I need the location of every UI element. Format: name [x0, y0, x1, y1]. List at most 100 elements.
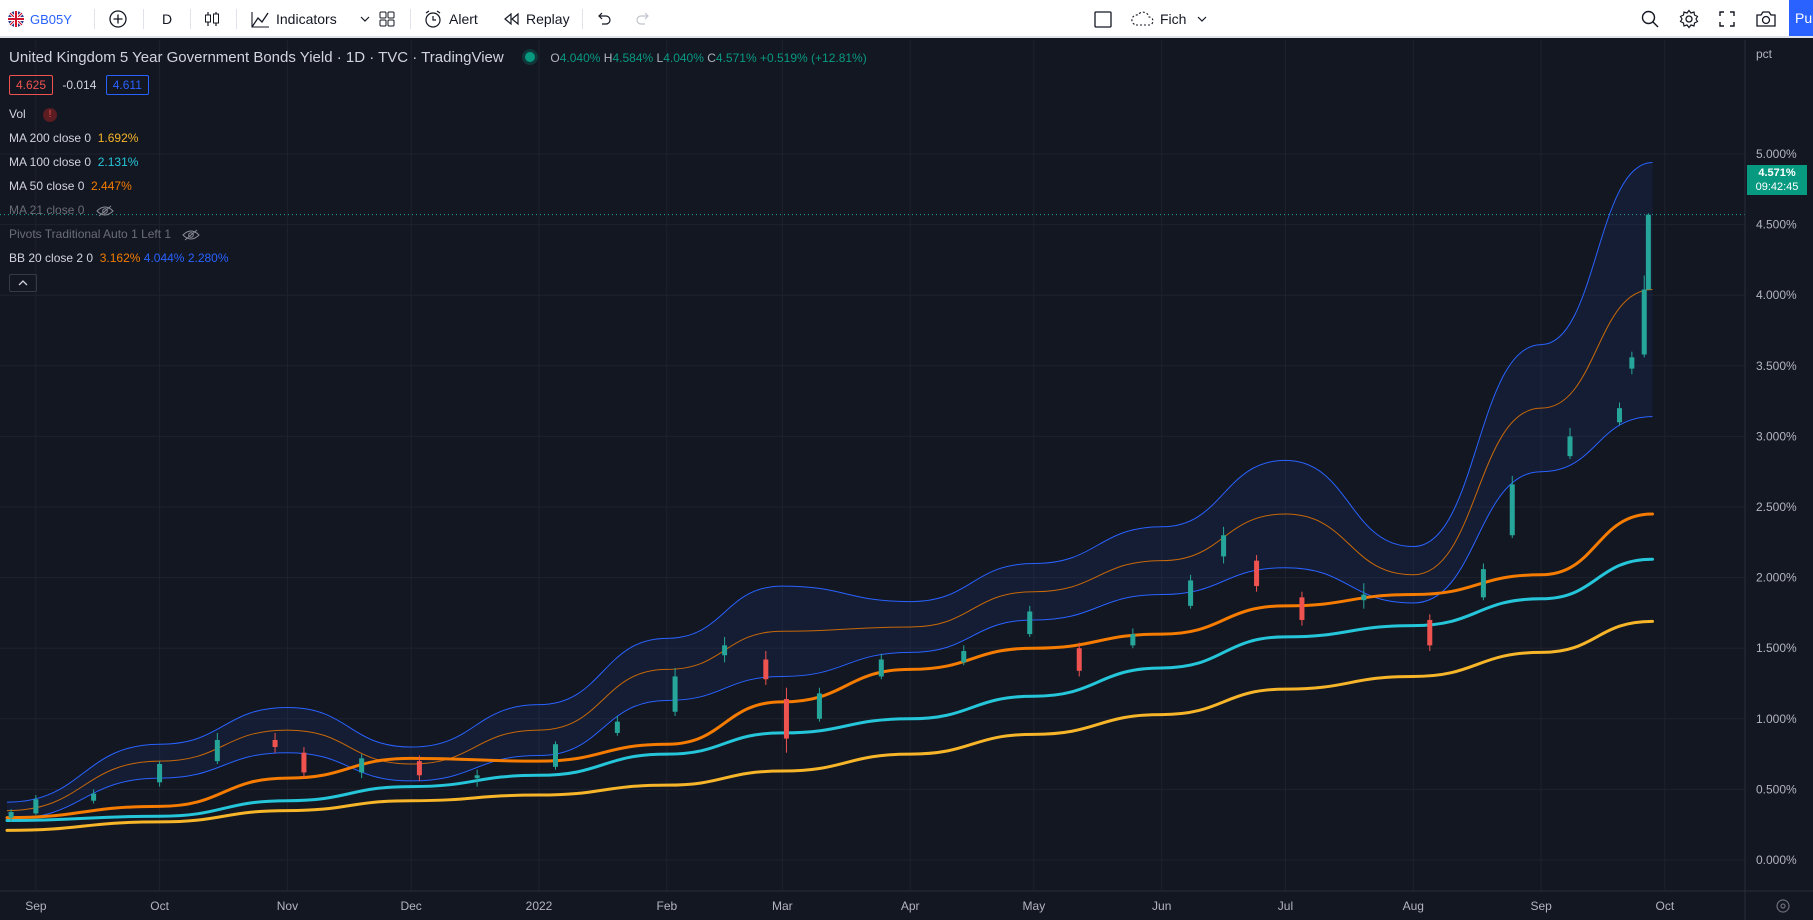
indicator-bb[interactable]: BB 20 close 2 0 3.162% 4.044% 2.280%	[9, 251, 229, 265]
price-tick-label: 5.000%	[1756, 147, 1797, 161]
undo-button[interactable]	[595, 0, 613, 38]
square-layout-icon	[1094, 11, 1112, 28]
settings-button[interactable]	[1679, 0, 1699, 38]
candle	[91, 789, 97, 804]
candle-body	[672, 676, 678, 712]
price-tick-label: 0.500%	[1756, 782, 1797, 796]
redo-icon	[636, 12, 649, 25]
candle-body	[1427, 619, 1433, 646]
time-tick-label: Aug	[1403, 899, 1424, 913]
candle-body	[157, 763, 163, 783]
bar-countdown: 09:42:45	[1755, 181, 1799, 193]
candle	[1130, 628, 1136, 649]
fullscreen-button[interactable]	[1717, 0, 1737, 38]
indicators-button[interactable]: Indicators	[250, 0, 371, 38]
candle	[1645, 213, 1651, 290]
candle	[783, 687, 789, 753]
undo-icon	[598, 12, 611, 25]
candle	[33, 795, 39, 815]
snapshot-button[interactable]	[1755, 0, 1777, 38]
save-layout-button[interactable]: Fich	[1130, 0, 1208, 38]
bollinger-band-fill	[7, 162, 1653, 820]
camera-icon	[1756, 11, 1776, 27]
candle	[878, 653, 884, 680]
search-icon	[1641, 10, 1659, 28]
candle	[1361, 583, 1367, 609]
candle-body	[961, 651, 967, 663]
axis-settings-icon	[1776, 899, 1790, 913]
candle-body	[878, 659, 884, 677]
candle-body	[1254, 560, 1260, 587]
publish-button[interactable]: Pu	[1789, 0, 1813, 36]
layout-select-button[interactable]	[1093, 0, 1113, 38]
symbol-search-button[interactable]: GB05Y	[8, 0, 72, 38]
indicator-ma100[interactable]: MA 100 close 0 2.131%	[9, 155, 139, 169]
chart-title[interactable]: United Kingdom 5 Year Government Bonds Y…	[9, 49, 504, 66]
time-tick-label: Jul	[1278, 899, 1293, 913]
chart-legend: United Kingdom 5 Year Government Bonds Y…	[9, 49, 867, 66]
time-tick-label: Sep	[1530, 899, 1552, 913]
price-tick-label: 1.500%	[1756, 641, 1797, 655]
candle-body	[1645, 214, 1651, 290]
candle-body	[614, 721, 620, 733]
templates-button[interactable]	[377, 0, 397, 38]
eye-hidden-icon[interactable]	[96, 205, 114, 217]
candle-body	[1188, 580, 1194, 606]
candle	[552, 741, 558, 770]
candle	[1254, 555, 1260, 592]
alert-button[interactable]: Alert	[423, 0, 478, 38]
candle-body	[1616, 408, 1622, 423]
eye-hidden-icon[interactable]	[182, 229, 201, 241]
collapse-legend-button[interactable]	[9, 274, 37, 292]
buy-button[interactable]: 4.611	[105, 75, 149, 95]
candle	[301, 747, 307, 779]
indicator-vol[interactable]: Vol !	[9, 107, 58, 122]
candle-body	[1629, 357, 1635, 369]
candle-body	[1509, 484, 1515, 536]
redo-button[interactable]	[634, 0, 652, 38]
indicator-ma21[interactable]: MA 21 close 0	[9, 203, 114, 217]
candle	[1629, 351, 1635, 375]
fullscreen-icon	[1719, 11, 1735, 27]
candle-body	[763, 659, 769, 680]
sell-button[interactable]: 4.625	[9, 75, 54, 95]
top-toolbar: GB05Y D Indicators Alert Replay Fich	[0, 0, 1813, 38]
search-button[interactable]	[1640, 0, 1660, 38]
interval-button[interactable]: D	[162, 0, 172, 38]
time-tick-label: May	[1023, 899, 1046, 913]
price-chart[interactable]: pct 5.000% 4.500% 4.000% 3.500% 3.000% 2.500% 2…	[0, 40, 1813, 920]
time-axis: Sep Oct Nov Dec 2022 Feb Mar Apr May Jun Jul Aug Sep…	[0, 890, 1813, 913]
ma-line-50	[5, 512, 1654, 820]
chart-grid	[0, 40, 1745, 891]
candle-body	[816, 693, 822, 719]
candle	[157, 761, 163, 787]
candle	[8, 809, 14, 822]
alarm-clock-icon	[425, 10, 441, 28]
indicator-ma200[interactable]: MA 200 close 0 1.692%	[9, 131, 139, 145]
grid-icon	[379, 11, 395, 27]
time-tick-label: Feb	[656, 899, 677, 913]
price-tick-label: 4.500%	[1756, 218, 1797, 232]
candle	[961, 645, 967, 666]
trade-buttons: 4.625 -0.014 4.611	[9, 75, 149, 95]
replay-button[interactable]: Replay	[502, 0, 570, 38]
candle-body	[1480, 569, 1486, 598]
candle-body	[1221, 535, 1227, 557]
candle-body	[1567, 436, 1573, 457]
candle	[1641, 275, 1647, 358]
indicator-ma50[interactable]: MA 50 close 0 2.447%	[9, 179, 132, 193]
chevron-up-icon	[18, 280, 28, 286]
candle-body	[1641, 289, 1647, 355]
candle-body	[272, 739, 278, 748]
price-tick-label: 2.000%	[1756, 571, 1797, 585]
layout-name: Fich	[1160, 11, 1187, 27]
price-tick-label: 3.000%	[1756, 429, 1797, 443]
indicators-label: Indicators	[276, 11, 337, 27]
indicators-icon	[251, 12, 269, 28]
candle	[474, 769, 480, 787]
price-axis-unit: pct	[1756, 47, 1773, 61]
indicator-pivots[interactable]: Pivots Traditional Auto 1 Left 1	[9, 227, 201, 241]
ma-line-200	[5, 619, 1654, 832]
compare-symbol-button[interactable]	[108, 0, 128, 38]
chart-type-button[interactable]	[203, 0, 221, 38]
